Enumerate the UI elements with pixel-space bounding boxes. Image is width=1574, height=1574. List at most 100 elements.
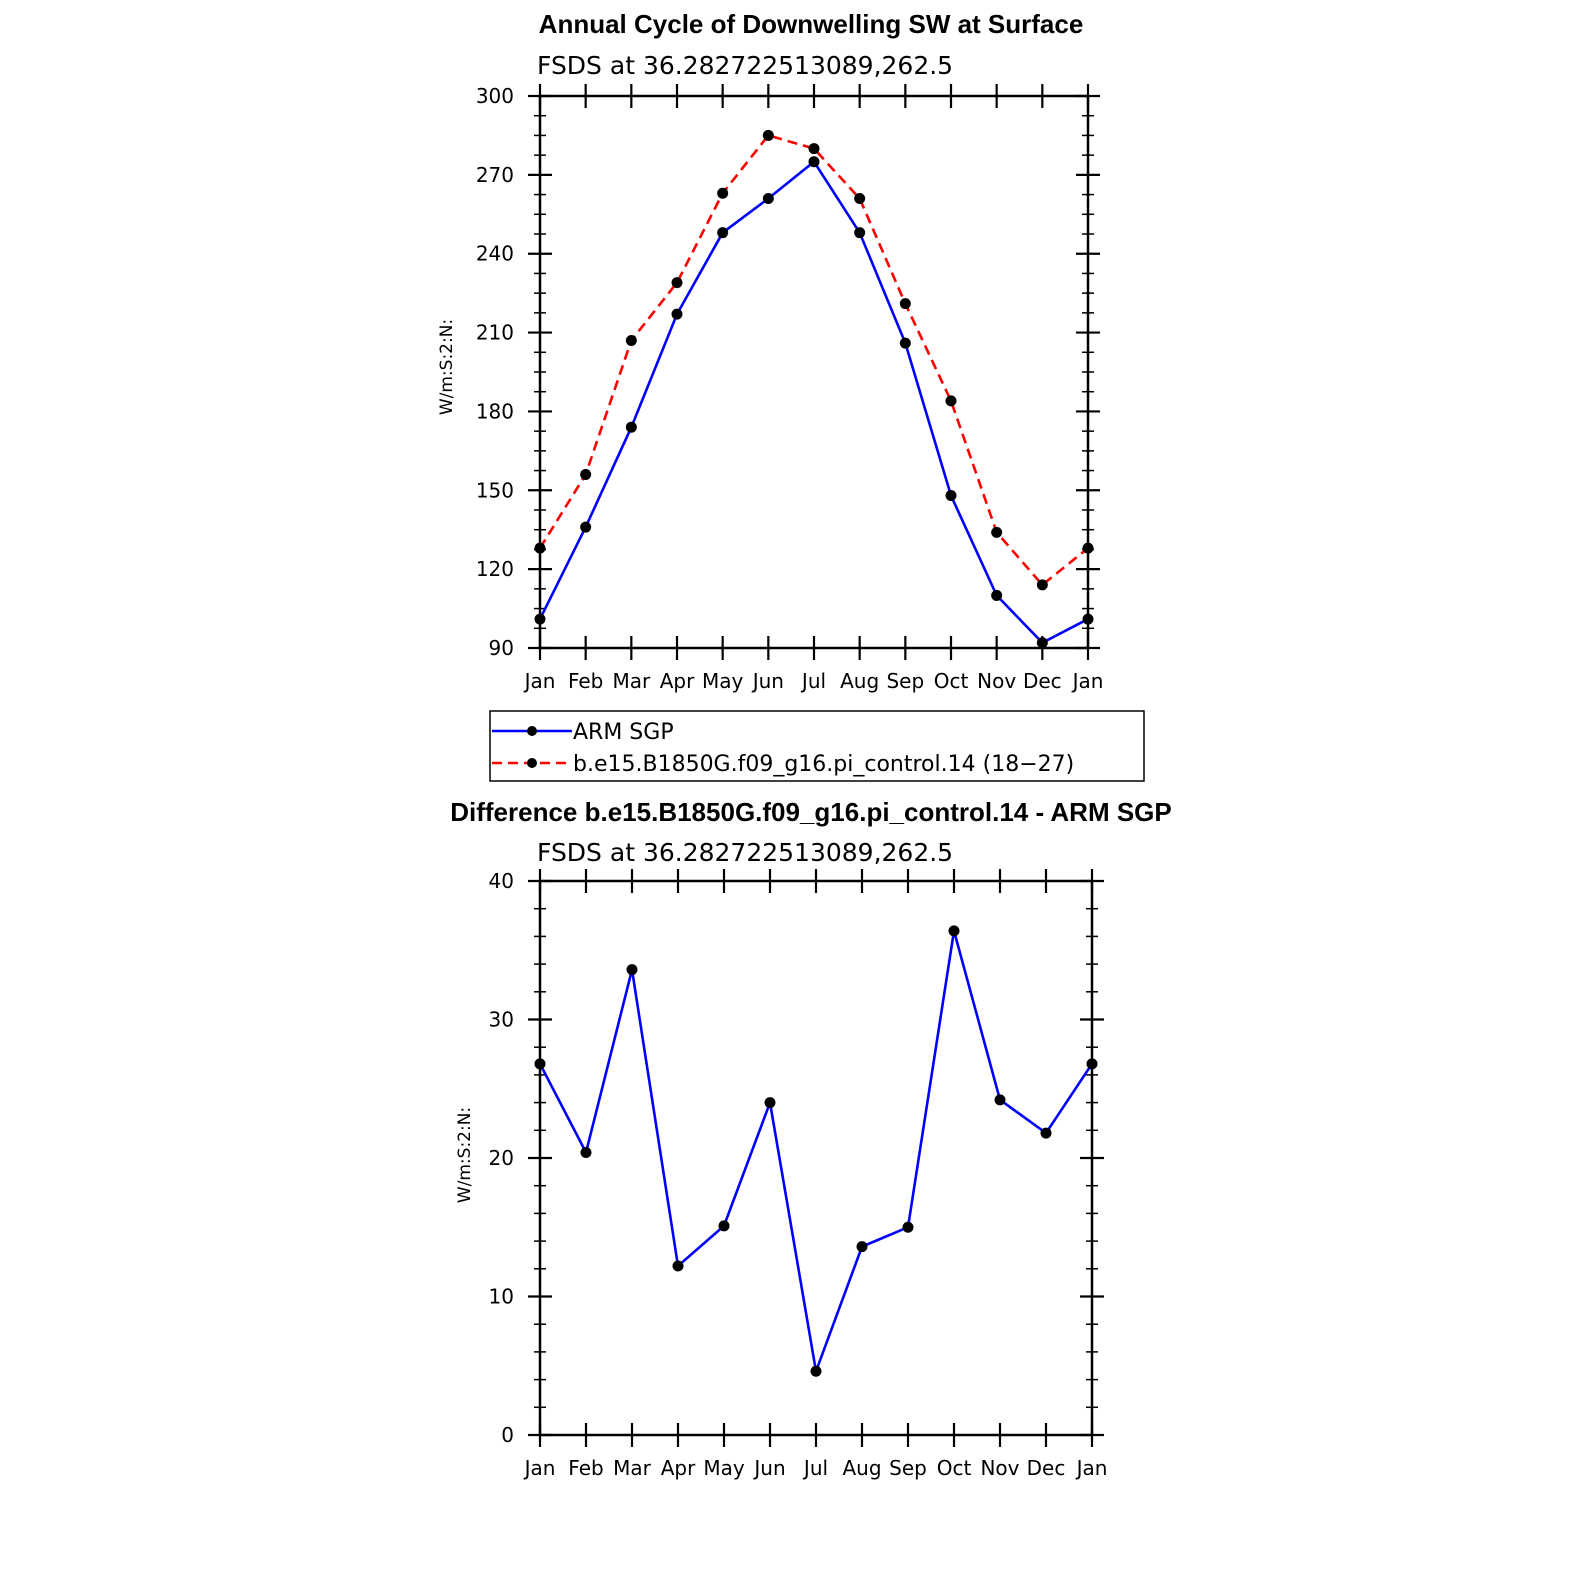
- data-point-b-e15-b1850g-f09-g16-pi-control-14-18-27-jul-6: [808, 143, 820, 155]
- y-tick-label: 300: [476, 84, 514, 108]
- series-line-b-e15-b1850g-f09-g16-pi-control-14-18-27: [538, 133, 1089, 587]
- y-tick-label: 0: [501, 1423, 514, 1447]
- x-tick-labels: Jan Feb Mar Apr May Jun Jul Aug Sep Oct Nov Dec Jan: [523, 1456, 1108, 1480]
- chart-title: Difference b.e15.B1850G.f09_g16.pi_contr…: [450, 797, 1172, 827]
- y-tick-label: 30: [489, 1008, 514, 1032]
- x-tick-label-feb: Feb: [568, 669, 603, 693]
- legend: ARM SGP b.e15.B1850G.f09_g16.pi_control.…: [489, 710, 1145, 782]
- x-tick-label-mar: Mar: [613, 1456, 652, 1480]
- data-point-b-e15-b1850g-f09-g16-pi-control-14-18-27-sep-8: [899, 298, 911, 310]
- y-tick-label: 150: [476, 478, 514, 502]
- chart-title: Annual Cycle of Downwelling SW at Surfac…: [539, 9, 1084, 39]
- chart-difference: Difference b.e15.B1850G.f09_g16.pi_contr…: [450, 797, 1172, 1480]
- data-point-difference-apr-3: [672, 1260, 684, 1272]
- data-point-b-e15-b1850g-f09-g16-pi-control-14-18-27-oct-9: [945, 395, 957, 407]
- data-point-b-e15-b1850g-f09-g16-pi-control-14-18-27-feb-1: [580, 469, 592, 481]
- y-tick-label: 180: [476, 399, 514, 423]
- y-tick-label: 90: [489, 636, 514, 660]
- x-tick-label-may: May: [702, 669, 744, 693]
- axis-ticks: [528, 84, 1100, 660]
- data-point-arm-sgp-sep-8: [899, 337, 911, 349]
- data-point-arm-sgp-jan-0: [534, 613, 546, 625]
- legend-box: [489, 710, 1145, 782]
- data-point-b-e15-b1850g-f09-g16-pi-control-14-18-27-mar-2: [625, 334, 637, 346]
- x-tick-label-jun: Jun: [752, 1456, 785, 1480]
- x-tick-label-may: May: [703, 1456, 745, 1480]
- x-tick-label-apr: Apr: [661, 1456, 696, 1480]
- data-point-b-e15-b1850g-f09-g16-pi-control-14-18-27-jan-12: [1082, 542, 1094, 554]
- data-point-difference-jul-6: [810, 1365, 822, 1377]
- x-tick-label-nov: Nov: [980, 1456, 1019, 1480]
- data-point-difference-sep-8: [902, 1221, 914, 1233]
- x-tick-label-jul: Jul: [802, 1456, 828, 1480]
- y-tick-label: 20: [489, 1146, 514, 1170]
- x-tick-labels: Jan Feb Mar Apr May Jun Jul Aug Sep Oct Nov Dec Jan: [523, 669, 1104, 693]
- data-point-b-e15-b1850g-f09-g16-pi-control-14-18-27-nov-10: [991, 526, 1003, 538]
- y-tick-labels: 0 10 20 30 40: [489, 869, 514, 1447]
- y-tick-label: 120: [476, 557, 514, 581]
- data-point-difference-feb-1: [580, 1146, 592, 1158]
- series-group: [534, 129, 1094, 649]
- plot-frame: [538, 94, 1090, 650]
- x-tick-label-mar: Mar: [612, 669, 651, 693]
- data-point-difference-oct-9: [948, 925, 960, 937]
- data-point-difference-dec-11: [1040, 1127, 1052, 1139]
- chart-subtitle: FSDS at 36.282722513089,262.5: [537, 51, 953, 80]
- x-tick-label-jan: Jan: [1075, 1456, 1108, 1480]
- x-tick-label-dec: Dec: [1023, 669, 1062, 693]
- legend-label-arm-sgp: ARM SGP: [573, 720, 674, 745]
- y-tick-label: 40: [489, 869, 514, 893]
- x-tick-label-dec: Dec: [1027, 1456, 1066, 1480]
- data-point-b-e15-b1850g-f09-g16-pi-control-14-18-27-jun-5: [762, 129, 774, 141]
- data-point-arm-sgp-jul-6: [808, 156, 820, 168]
- data-point-difference-jun-5: [764, 1097, 776, 1109]
- data-point-difference-jan-0: [534, 1058, 546, 1070]
- data-point-b-e15-b1850g-f09-g16-pi-control-14-18-27-aug-7: [854, 193, 866, 205]
- x-tick-label-jan: Jan: [1071, 669, 1104, 693]
- x-tick-label-sep: Sep: [889, 1456, 927, 1480]
- legend-marker-arm-sgp: [527, 726, 537, 736]
- data-point-arm-sgp-mar-2: [625, 421, 637, 433]
- series-line-difference: [538, 930, 1094, 1377]
- data-point-arm-sgp-jun-5: [762, 193, 774, 205]
- x-tick-label-feb: Feb: [568, 1456, 603, 1480]
- data-point-arm-sgp-may-4: [717, 227, 729, 239]
- data-point-b-e15-b1850g-f09-g16-pi-control-14-18-27-jan-0: [534, 542, 546, 554]
- series-line-arm-sgp: [538, 159, 1089, 645]
- series-group: [534, 925, 1098, 1377]
- data-point-difference-aug-7: [856, 1241, 868, 1253]
- data-point-difference-may-4: [718, 1220, 730, 1232]
- data-point-arm-sgp-dec-11: [1036, 637, 1048, 649]
- x-tick-label-jan: Jan: [523, 1456, 556, 1480]
- data-point-difference-jan-12: [1086, 1058, 1098, 1070]
- y-tick-label: 240: [476, 242, 514, 266]
- y-tick-labels: 90 120 150 180 210 240 270 300: [476, 84, 514, 660]
- data-point-arm-sgp-aug-7: [854, 227, 866, 239]
- data-point-difference-nov-10: [994, 1094, 1006, 1106]
- x-tick-label-jun: Jun: [751, 669, 784, 693]
- legend-label-model: b.e15.B1850G.f09_g16.pi_control.14 (18−2…: [573, 752, 1074, 777]
- data-point-b-e15-b1850g-f09-g16-pi-control-14-18-27-dec-11: [1036, 579, 1048, 591]
- data-point-b-e15-b1850g-f09-g16-pi-control-14-18-27-may-4: [717, 187, 729, 199]
- axis-ticks: [528, 869, 1104, 1447]
- data-point-difference-mar-2: [626, 964, 638, 976]
- x-tick-label-oct: Oct: [934, 669, 969, 693]
- legend-marker-model: [527, 758, 537, 768]
- data-point-arm-sgp-apr-3: [671, 308, 683, 320]
- y-axis-label: W/m:S:2:N:: [437, 319, 457, 415]
- y-axis-label: W/m:S:2:N:: [455, 1107, 475, 1203]
- x-tick-label-nov: Nov: [977, 669, 1016, 693]
- y-tick-label: 10: [489, 1285, 514, 1309]
- x-tick-label-jan: Jan: [523, 669, 556, 693]
- x-tick-label-aug: Aug: [842, 1456, 881, 1480]
- data-point-arm-sgp-feb-1: [580, 521, 592, 533]
- plot-frame: [538, 879, 1094, 1437]
- data-point-b-e15-b1850g-f09-g16-pi-control-14-18-27-apr-3: [671, 277, 683, 289]
- data-point-arm-sgp-nov-10: [991, 589, 1003, 601]
- y-tick-label: 270: [476, 163, 514, 187]
- x-tick-label-jul: Jul: [800, 669, 826, 693]
- x-tick-label-apr: Apr: [660, 669, 695, 693]
- chart-annual-cycle: Annual Cycle of Downwelling SW at Surfac…: [437, 9, 1145, 782]
- x-tick-label-oct: Oct: [937, 1456, 972, 1480]
